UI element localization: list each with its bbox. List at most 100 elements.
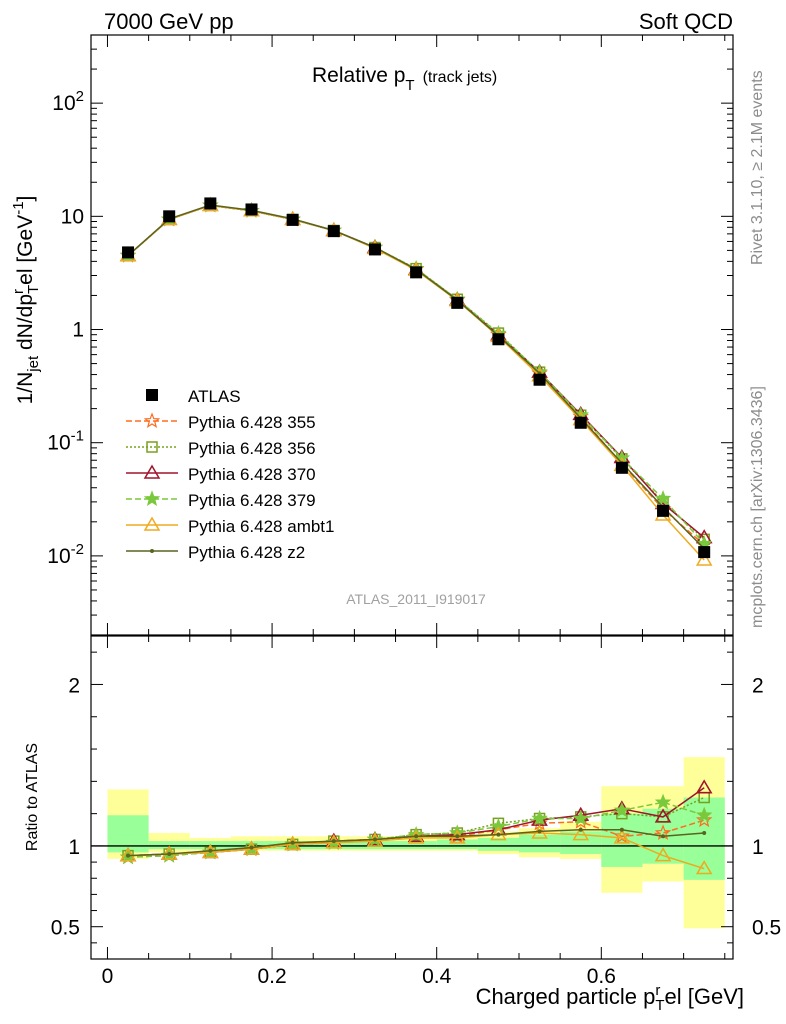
- data-point-p379: [572, 809, 589, 826]
- analysis-id: ATLAS_2011_I919017: [346, 591, 486, 607]
- main-ytick-label: 10-2: [47, 541, 84, 568]
- ratio-ytick-label: 0.5: [51, 917, 80, 940]
- band-inner: [519, 834, 561, 853]
- main-ytick-label: 10-1: [47, 428, 84, 455]
- data-point-z2: [167, 852, 172, 857]
- legend-label-p370: Pythia 6.428 370: [188, 465, 316, 484]
- legend-label-ambt1: Pythia 6.428 ambt1: [188, 517, 334, 536]
- legend-marker-atlas: [146, 389, 158, 401]
- xtick-label: 0.4: [422, 965, 452, 988]
- data-point-atlas: [122, 246, 135, 259]
- data-point-z2: [249, 845, 254, 850]
- data-point-z2: [126, 853, 131, 858]
- legend: ATLAS Pythia 6.428 355 Pythia 6.428 356 Pyt…: [126, 387, 334, 562]
- legend-label-z2: Pythia 6.428 z2: [188, 543, 305, 562]
- data-point-ambt1: [654, 847, 672, 862]
- data-point-z2: [661, 834, 666, 839]
- header-energy: 7000 GeV pp: [104, 9, 234, 34]
- data-point-atlas: [574, 416, 587, 429]
- data-point-atlas: [533, 373, 546, 386]
- data-point-z2: [578, 827, 583, 832]
- legend-marker-z2: [150, 549, 154, 553]
- legend-item-p379: Pythia 6.428 379: [126, 490, 316, 510]
- legend-item-p356: Pythia 6.428 356: [126, 439, 316, 458]
- band-inner: [148, 841, 190, 850]
- data-point-p379: [490, 817, 507, 834]
- data-point-p379: [654, 490, 672, 506]
- data-point-p355: [613, 827, 631, 844]
- ratio-axes: 0.5 0.5 1 1 2 2 0 0.2 0.4 0.6: [51, 636, 781, 988]
- data-point-z2: [455, 834, 460, 839]
- data-point-p379: [613, 801, 631, 818]
- ratio-ytick-label-right: 1: [752, 836, 764, 859]
- x-axis-label: Charged particle pr Tel [GeV]: [476, 982, 744, 1014]
- data-point-z2: [414, 834, 419, 839]
- data-point-z2: [208, 848, 213, 853]
- main-series-layer: [119, 196, 713, 566]
- data-point-atlas: [657, 504, 670, 517]
- chart-title-note: (track jets): [423, 69, 498, 86]
- data-point-z2: [702, 831, 707, 836]
- legend-item-atlas: ATLAS: [146, 387, 241, 406]
- data-point-ambt1: [695, 551, 713, 566]
- band-inner: [395, 841, 437, 850]
- ratio-ytick-label-right: 2: [752, 674, 764, 697]
- legend-item-p355: Pythia 6.428 355: [126, 412, 316, 432]
- legend-marker-p379: [143, 490, 161, 507]
- data-point-atlas: [327, 225, 340, 238]
- data-point-atlas: [492, 333, 505, 346]
- data-point-z2: [496, 832, 501, 837]
- main-ylabel: 1/Njet dN/dprTel [GeV-1]: [10, 196, 42, 405]
- data-point-z2: [372, 837, 377, 842]
- data-point-atlas: [163, 210, 176, 223]
- data-point-ambt1: [613, 829, 631, 844]
- data-point-p355: [695, 811, 713, 828]
- xtick-label: 0.6: [587, 965, 616, 988]
- chart-title-sub: T: [405, 77, 414, 94]
- data-point-atlas: [451, 296, 464, 309]
- data-point-ambt1: [695, 860, 713, 875]
- series-line-p370: [127, 204, 705, 539]
- legend-item-ambt1: Pythia 6.428 ambt1: [126, 516, 334, 536]
- xtick-label: 0.2: [257, 965, 286, 988]
- series-atlas: [122, 197, 711, 559]
- legend-item-z2: Pythia 6.428 z2: [126, 543, 305, 562]
- legend-label-p356: Pythia 6.428 356: [188, 439, 316, 458]
- band-inner: [107, 815, 149, 853]
- data-point-atlas: [245, 203, 258, 216]
- data-point-z2: [290, 840, 295, 845]
- data-point-atlas: [698, 546, 711, 559]
- ratio-frame: [90, 635, 734, 960]
- data-point-p379: [654, 793, 672, 810]
- data-point-z2: [619, 827, 624, 832]
- legend-marker-ambt1: [143, 516, 161, 531]
- ratio-ylabel: Ratio to ATLAS: [24, 743, 41, 851]
- band-inner: [477, 837, 519, 851]
- data-point-atlas: [368, 243, 381, 256]
- main-ytick-label: 10: [61, 205, 84, 228]
- xtick-label: 0: [102, 965, 114, 988]
- data-point-z2: [331, 839, 336, 844]
- ratio-ytick-label-right: 0.5: [752, 917, 781, 940]
- data-point-p370: [695, 779, 713, 794]
- data-point-p379: [531, 809, 548, 826]
- legend-label-p355: Pythia 6.428 355: [188, 413, 316, 432]
- legend-marker-p370: [143, 464, 161, 479]
- series-line-p356: [127, 204, 705, 540]
- main-ytick-label: 1: [72, 319, 84, 342]
- ratio-ytick-label: 2: [68, 674, 80, 697]
- source-text: mcplots.cern.ch [arXiv:1306.3436]: [749, 386, 766, 628]
- series-z2: [126, 827, 707, 858]
- band-inner: [436, 839, 478, 850]
- legend-marker-p355: [143, 412, 161, 429]
- data-point-atlas: [204, 197, 217, 210]
- band-inner: [560, 831, 602, 855]
- data-point-atlas: [286, 213, 299, 226]
- legend-item-p370: Pythia 6.428 370: [126, 464, 316, 484]
- main-axes: 10-2 10-1 1 10 102: [47, 34, 733, 636]
- data-point-p370: [654, 808, 672, 823]
- ratio-series-layer: [119, 779, 713, 875]
- chart-title: Relative pT (track jets): [312, 64, 497, 94]
- rivet-version-text: Rivet 3.1.10, ≥ 2.1M events: [749, 70, 766, 265]
